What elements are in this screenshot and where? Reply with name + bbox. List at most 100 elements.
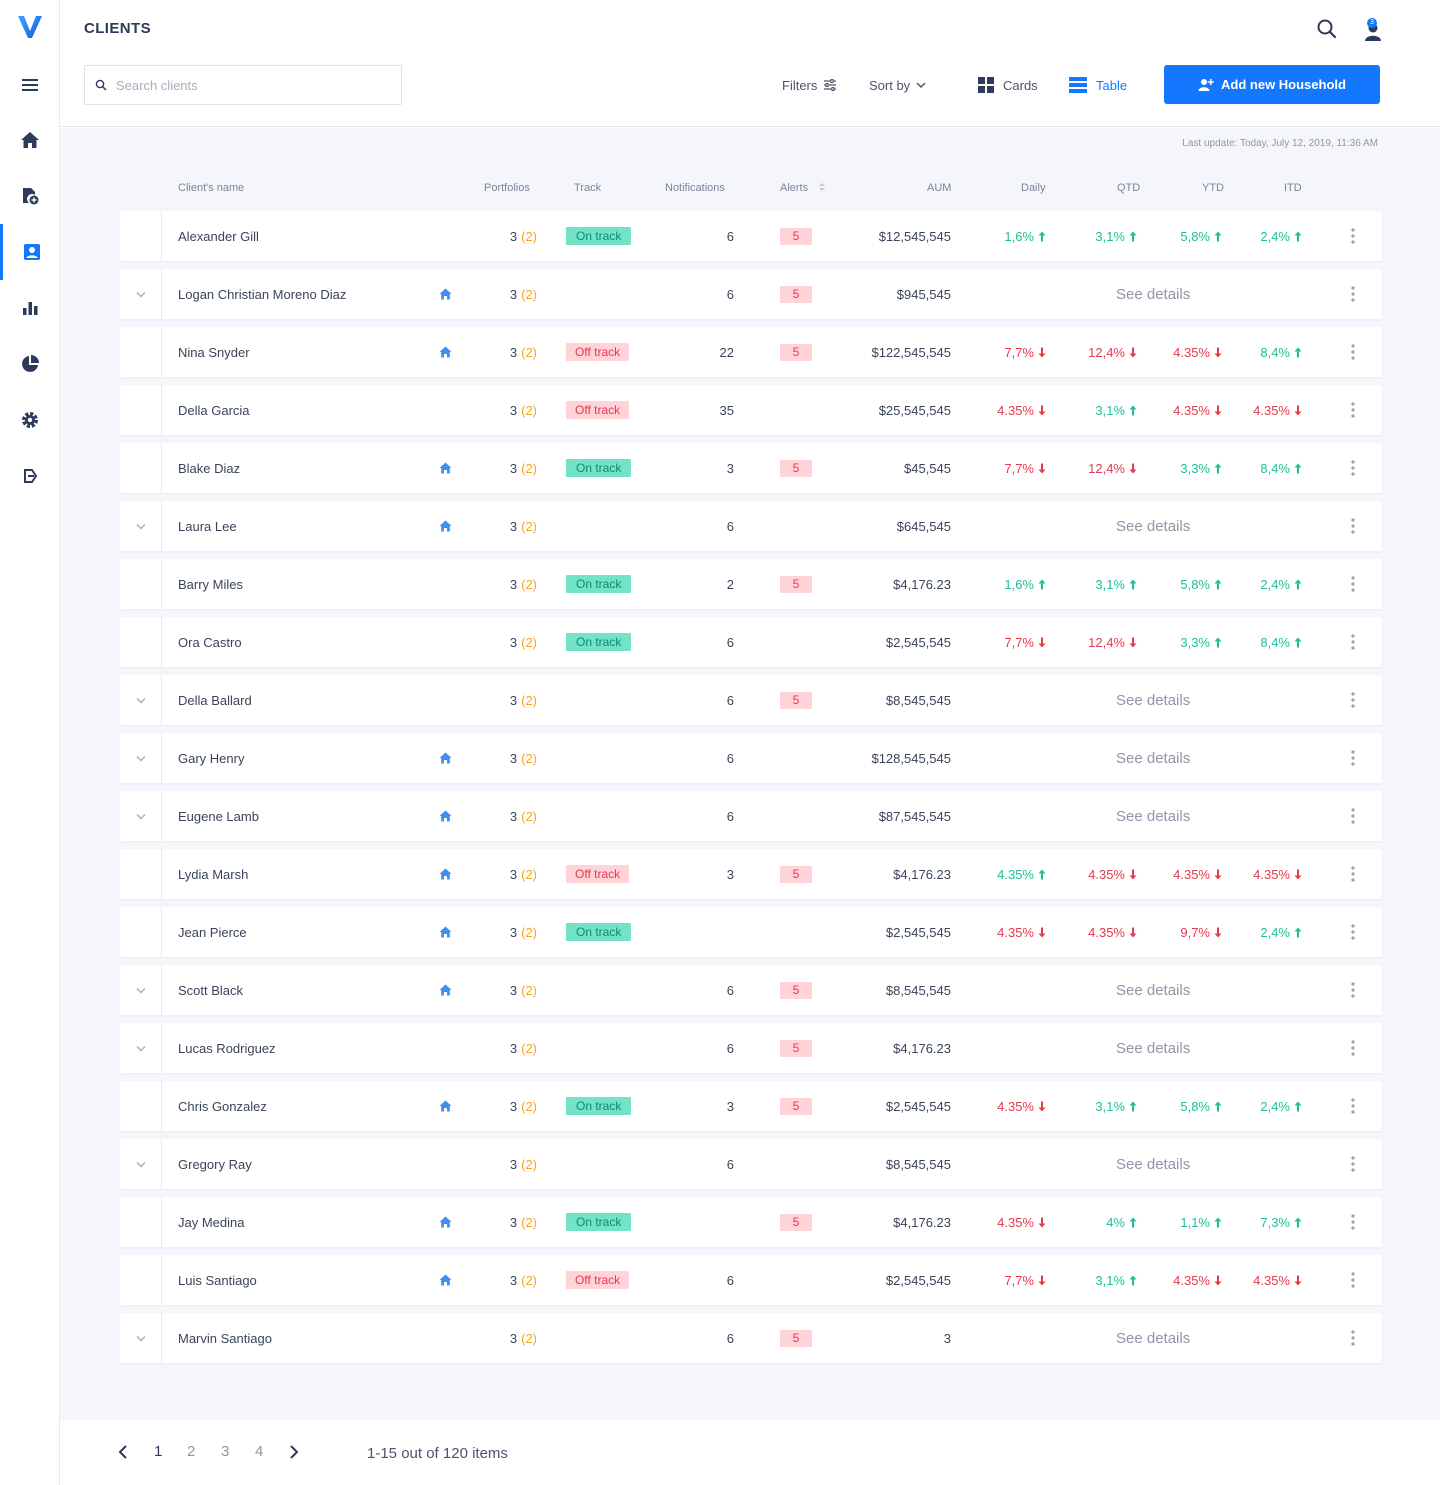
page-1[interactable]: 1 [154, 1443, 163, 1460]
col-notifications[interactable]: Notifications [665, 182, 725, 194]
expand-chevron[interactable] [134, 965, 148, 1015]
see-details-link[interactable]: See details [1116, 285, 1191, 303]
row-menu-button[interactable] [1346, 211, 1360, 261]
client-name[interactable]: Della Ballard [178, 692, 252, 708]
row-menu-button[interactable] [1346, 791, 1360, 841]
col-ytd[interactable]: YTD [1202, 182, 1224, 194]
row-menu-button[interactable] [1346, 1023, 1360, 1073]
cards-view-toggle[interactable]: Cards [978, 75, 1038, 95]
client-name[interactable]: Jean Pierce [178, 924, 247, 940]
col-portfolios[interactable]: Portfolios [484, 182, 530, 194]
see-details-link[interactable]: See details [1116, 981, 1191, 999]
table-row[interactable]: Scott Black 3 (2) 6 5 $8,545,545 See details [120, 965, 1382, 1015]
client-name[interactable]: Gary Henry [178, 750, 245, 766]
expand-chevron[interactable] [134, 791, 148, 841]
client-name[interactable]: Gregory Ray [178, 1156, 252, 1172]
sidebar-item-analytics[interactable] [0, 336, 60, 392]
client-name[interactable]: Laura Lee [178, 518, 237, 534]
table-row[interactable]: Laura Lee 3 (2) 6 $645,545 See details [120, 501, 1382, 551]
row-menu-button[interactable] [1346, 1139, 1360, 1189]
client-name[interactable]: Nina Snyder [178, 344, 250, 360]
table-row[interactable]: Chris Gonzalez 3 (2) On track 3 5 $2,545,545 4.… [120, 1081, 1382, 1131]
see-details-link[interactable]: See details [1116, 1039, 1191, 1057]
row-menu-button[interactable] [1346, 269, 1360, 319]
col-name[interactable]: Client's name [178, 182, 245, 194]
row-menu-button[interactable] [1346, 733, 1360, 783]
row-menu-button[interactable] [1346, 965, 1360, 1015]
page-2[interactable]: 2 [187, 1443, 196, 1460]
chevron-right-icon[interactable] [289, 1444, 299, 1460]
client-name[interactable]: Alexander Gill [178, 228, 259, 244]
expand-chevron[interactable] [134, 1023, 148, 1073]
client-name[interactable]: Eugene Lamb [178, 808, 259, 824]
table-row[interactable]: Luis Santiago 3 (2) Off track 6 $2,545,545 7,7… [120, 1255, 1382, 1305]
client-name[interactable]: Lydia Marsh [178, 866, 249, 882]
col-alerts[interactable]: Alerts [780, 182, 826, 194]
filters-button[interactable]: Filters [782, 75, 837, 95]
table-row[interactable]: Gary Henry 3 (2) 6 $128,545,545 See details [120, 733, 1382, 783]
table-row[interactable]: Marvin Santiago 3 (2) 6 5 3 See details [120, 1313, 1382, 1363]
table-row[interactable]: Gregory Ray 3 (2) 6 $8,545,545 See details [120, 1139, 1382, 1189]
client-name[interactable]: Della Garcia [178, 402, 250, 418]
sidebar-item-settings[interactable] [0, 392, 60, 448]
col-qtd[interactable]: QTD [1117, 182, 1141, 194]
client-name[interactable]: Luis Santiago [178, 1272, 257, 1288]
table-row[interactable]: Nina Snyder 3 (2) Off track 22 5 $122,545,545 7… [120, 327, 1382, 377]
col-track[interactable]: Track [574, 182, 602, 194]
add-household-button[interactable]: Add new Household [1164, 65, 1380, 104]
table-view-toggle[interactable]: Table [1069, 75, 1127, 95]
see-details-link[interactable]: See details [1116, 749, 1191, 767]
table-row[interactable]: Jay Medina 3 (2) On track 5 $4,176.23 4.35% 4% 1… [120, 1197, 1382, 1247]
row-menu-button[interactable] [1346, 385, 1360, 435]
client-name[interactable]: Barry Miles [178, 576, 244, 592]
row-menu-button[interactable] [1346, 1313, 1360, 1363]
client-name[interactable]: Lucas Rodriguez [178, 1040, 276, 1056]
search-icon[interactable] [1316, 18, 1338, 40]
row-menu-button[interactable] [1346, 849, 1360, 899]
client-name[interactable]: Logan Christian Moreno Diaz [178, 286, 347, 302]
table-row[interactable]: Della Garcia 3 (2) Off track 35 $25,545,545 4.… [120, 385, 1382, 435]
expand-chevron[interactable] [134, 1139, 148, 1189]
table-row[interactable]: Jean Pierce 3 (2) On track $2,545,545 4.35% 4.… [120, 907, 1382, 957]
table-row[interactable]: Della Ballard 3 (2) 6 5 $8,545,545 See details [120, 675, 1382, 725]
see-details-link[interactable]: See details [1116, 1329, 1191, 1347]
sidebar-item-documents[interactable] [0, 168, 60, 224]
sidebar-item-reports[interactable] [0, 280, 60, 336]
sidebar-item-menu[interactable] [0, 57, 60, 113]
client-name[interactable]: Blake Diaz [178, 460, 241, 476]
table-row[interactable]: Barry Miles 3 (2) On track 2 5 $4,176.23 1,6% 3,… [120, 559, 1382, 609]
search-field[interactable] [84, 65, 402, 105]
sidebar-item-clients[interactable] [0, 224, 60, 280]
table-row[interactable]: Alexander Gill 3 (2) On track 6 5 $12,545,545 1… [120, 211, 1382, 261]
client-name[interactable]: Jay Medina [178, 1214, 245, 1230]
expand-chevron[interactable] [134, 675, 148, 725]
see-details-link[interactable]: See details [1116, 517, 1191, 535]
sidebar-item-home[interactable] [0, 112, 60, 168]
row-menu-button[interactable] [1346, 675, 1360, 725]
logo-icon[interactable] [17, 14, 43, 40]
see-details-link[interactable]: See details [1116, 807, 1191, 825]
search-input[interactable] [116, 77, 386, 93]
table-row[interactable]: Ora Castro 3 (2) On track 6 $2,545,545 7,7% 12,… [120, 617, 1382, 667]
col-daily[interactable]: Daily [1021, 182, 1046, 194]
row-menu-button[interactable] [1346, 617, 1360, 667]
table-row[interactable]: Lydia Marsh 3 (2) Off track 3 5 $4,176.23 4.35%… [120, 849, 1382, 899]
chevron-left-icon[interactable] [118, 1444, 128, 1460]
see-details-link[interactable]: See details [1116, 691, 1191, 709]
page-3[interactable]: 3 [221, 1443, 230, 1460]
table-row[interactable]: Lucas Rodriguez 3 (2) 6 5 $4,176.23 See detail… [120, 1023, 1382, 1073]
row-menu-button[interactable] [1346, 1255, 1360, 1305]
row-menu-button[interactable] [1346, 1081, 1360, 1131]
col-aum[interactable]: AUM [927, 182, 952, 194]
expand-chevron[interactable] [134, 269, 148, 319]
page-4[interactable]: 4 [255, 1443, 264, 1460]
client-name[interactable]: Scott Black [178, 982, 244, 998]
table-row[interactable]: Logan Christian Moreno Diaz 3 (2) 6 5 $945,54… [120, 269, 1382, 319]
col-itd[interactable]: ITD [1284, 182, 1302, 194]
expand-chevron[interactable] [134, 501, 148, 551]
row-menu-button[interactable] [1346, 559, 1360, 609]
row-menu-button[interactable] [1346, 1197, 1360, 1247]
row-menu-button[interactable] [1346, 327, 1360, 377]
client-name[interactable]: Chris Gonzalez [178, 1098, 267, 1114]
see-details-link[interactable]: See details [1116, 1155, 1191, 1173]
